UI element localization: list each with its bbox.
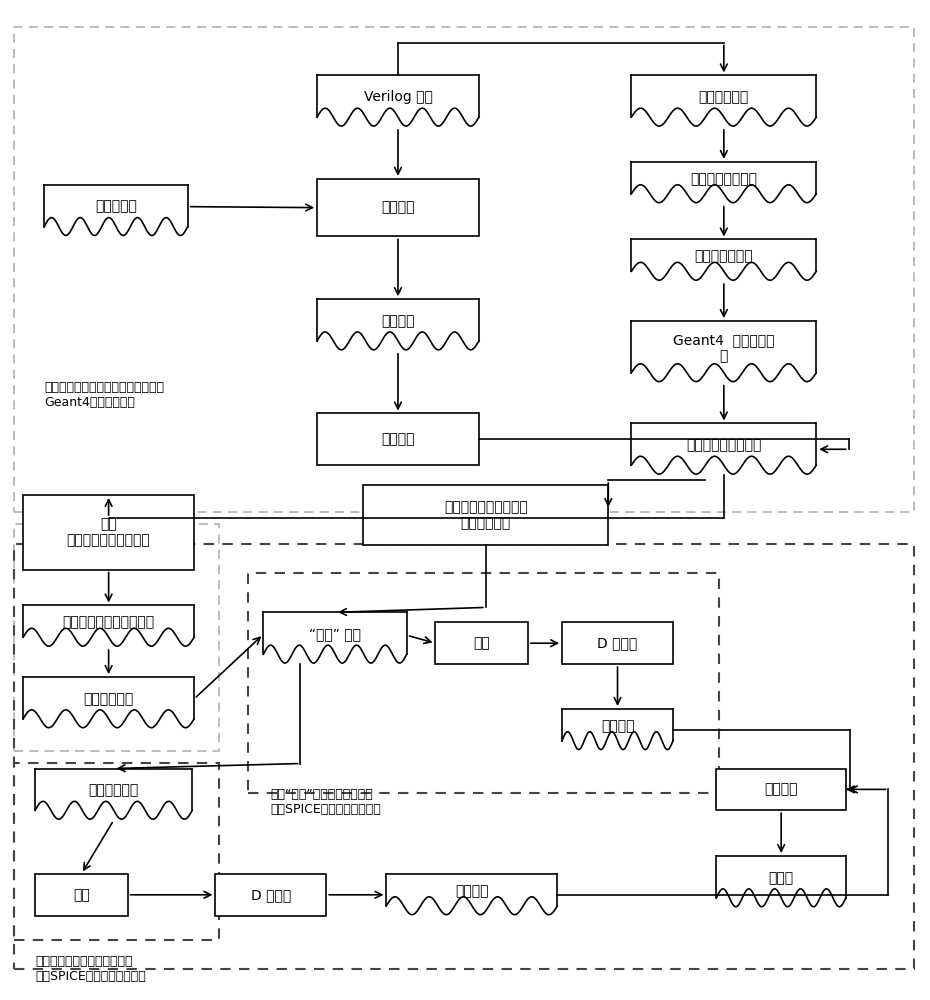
Text: D 触发器: D 触发器: [251, 888, 291, 902]
Text: 失效率: 失效率: [768, 871, 793, 885]
Text: 处理
敏感体的能量收集信息: 处理 敏感体的能量收集信息: [67, 517, 151, 547]
Text: 基于版图布局信息提取有效敏感体、
Geant4蒙特卡洛仿真: 基于版图布局信息提取有效敏感体、 Geant4蒙特卡洛仿真: [45, 381, 165, 409]
Text: 标准单元库: 标准单元库: [95, 200, 137, 214]
Text: 仿真结果: 仿真结果: [601, 719, 634, 733]
Bar: [317, 413, 479, 465]
Text: “黄金” 网表: “黄金” 网表: [309, 627, 361, 641]
Text: 敏感体能量收集信息: 敏感体能量收集信息: [686, 438, 762, 452]
Bar: [23, 495, 194, 570]
Text: 仿真: 仿真: [473, 636, 490, 650]
Text: 分析设计交互文件: 分析设计交互文件: [690, 172, 757, 186]
Text: 生成错误注入网表，以及调用
快速SPICE仿真工具进行仿真: 生成错误注入网表，以及调用 快速SPICE仿真工具进行仿真: [35, 955, 146, 983]
Text: 有效敏感体能量收集信息: 有效敏感体能量收集信息: [62, 615, 154, 629]
Text: 布局布线: 布局布线: [381, 432, 415, 446]
Text: 综合网表: 综合网表: [381, 314, 415, 328]
Bar: [14, 544, 914, 969]
Bar: [216, 874, 326, 916]
Text: 敏感体布局信息: 敏感体布局信息: [695, 249, 753, 263]
Bar: [317, 179, 479, 236]
Bar: [716, 768, 846, 810]
Bar: [562, 622, 673, 664]
Text: 结果对比: 结果对比: [764, 782, 798, 796]
Bar: [435, 622, 528, 664]
Text: 组合逻辑电路中各个节
点的逻辑状态: 组合逻辑电路中各个节 点的逻辑状态: [444, 500, 527, 530]
Bar: [14, 524, 219, 751]
Text: 双指数电流源: 双指数电流源: [84, 692, 134, 706]
Bar: [35, 874, 127, 916]
Text: 逻辑综合: 逻辑综合: [381, 201, 415, 215]
Bar: [14, 27, 914, 512]
Text: 仿真结果: 仿真结果: [455, 884, 488, 898]
Bar: [364, 485, 608, 545]
Text: 错误注入网表: 错误注入网表: [88, 783, 139, 797]
Text: 设计交互文件: 设计交互文件: [698, 90, 749, 104]
Text: 仿真: 仿真: [73, 888, 89, 902]
Text: Verilog 网表: Verilog 网表: [364, 90, 432, 104]
Bar: [14, 763, 219, 940]
Text: 生成“黄金”网表文件以及调用
快速SPICE仿真工具进行仿真: 生成“黄金”网表文件以及调用 快速SPICE仿真工具进行仿真: [271, 788, 381, 816]
Bar: [247, 573, 719, 793]
Text: D 触发器: D 触发器: [597, 636, 638, 650]
Text: Geant4  蒙特卡洛仿
真: Geant4 蒙特卡洛仿 真: [673, 333, 775, 363]
